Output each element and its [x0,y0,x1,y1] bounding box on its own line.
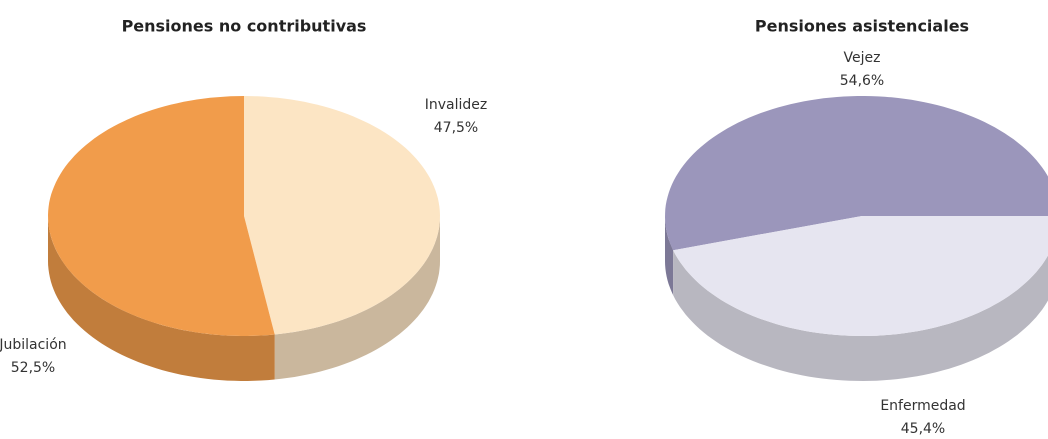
chart-title: Pensiones asistenciales [755,17,969,36]
pie-slice [673,216,1048,336]
slice-value-label: 45,4% [901,421,945,437]
slice-label: Vejez [844,50,881,66]
pie-slice [244,96,440,335]
slice-value-label: 54,6% [840,73,884,89]
pie-side [274,216,440,380]
slice-label: Enfermedad [880,398,965,414]
slice-value-label: 52,5% [11,360,55,376]
pie-chart: Pensiones no contributivas Invalidez 47,5%… [0,17,488,381]
slice-label: Invalidez [425,97,488,113]
slice-label: Jubilación [0,337,67,353]
chart-title: Pensiones no contributivas [122,17,367,36]
pie-side [665,216,674,296]
pie-side [673,250,1048,381]
pie-slice [665,96,1048,251]
pie-side [48,216,275,381]
pie-chart: Pensiones asistenciales Vejez 54,6% Enferme… [665,17,1048,437]
pie-slice [48,96,275,336]
slice-value-label: 47,5% [434,120,478,136]
